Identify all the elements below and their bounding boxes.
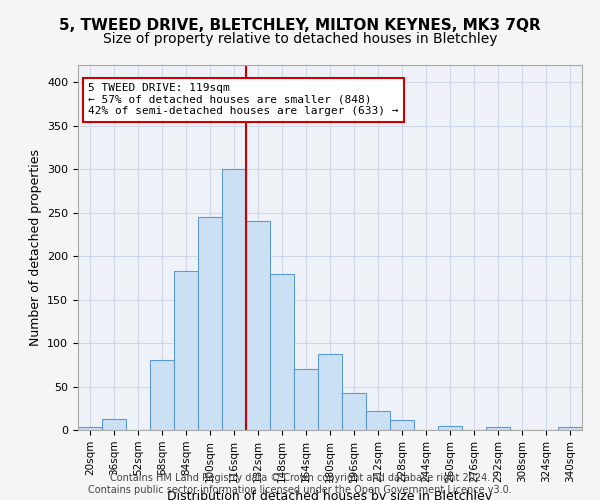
Bar [198,217,222,430]
Bar [318,354,342,430]
Bar [390,420,414,430]
Bar [558,428,582,430]
Bar [486,428,510,430]
Text: Size of property relative to detached houses in Bletchley: Size of property relative to detached ho… [103,32,497,46]
Bar [366,411,390,430]
Bar [102,418,126,430]
Text: Contains HM Land Registry data © Crown copyright and database right 2024.
Contai: Contains HM Land Registry data © Crown c… [88,474,512,495]
Bar [438,426,462,430]
Bar [174,271,198,430]
Bar [342,392,366,430]
Text: 5, TWEED DRIVE, BLETCHLEY, MILTON KEYNES, MK3 7QR: 5, TWEED DRIVE, BLETCHLEY, MILTON KEYNES… [59,18,541,32]
Bar [222,170,246,430]
X-axis label: Distribution of detached houses by size in Bletchley: Distribution of detached houses by size … [167,490,493,500]
Bar [270,274,294,430]
Text: 5 TWEED DRIVE: 119sqm
← 57% of detached houses are smaller (848)
42% of semi-det: 5 TWEED DRIVE: 119sqm ← 57% of detached … [88,83,398,116]
Y-axis label: Number of detached properties: Number of detached properties [29,149,41,346]
Bar [78,428,102,430]
Bar [294,369,318,430]
Bar [150,360,174,430]
Bar [246,222,270,430]
